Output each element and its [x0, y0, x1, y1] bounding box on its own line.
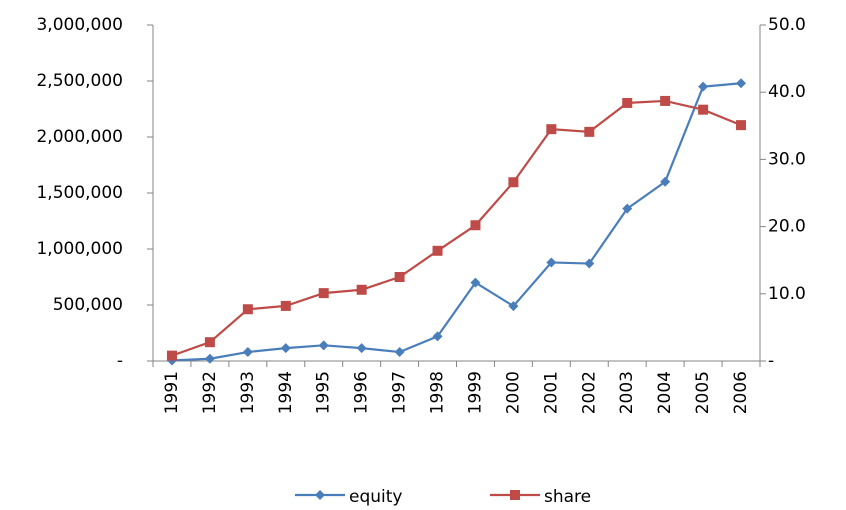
- point: [242, 304, 253, 315]
- y-tick-label: 3,000,000: [36, 15, 123, 35]
- point: [432, 331, 443, 342]
- point: [660, 95, 671, 106]
- x-tick-label: 2000: [503, 371, 523, 414]
- y2-tick-label: 50.0: [768, 15, 806, 35]
- y-tick-label: 1,500,000: [36, 183, 123, 203]
- point: [394, 272, 405, 282]
- point: [546, 124, 557, 135]
- point: [280, 343, 291, 354]
- point: [584, 126, 595, 137]
- x-tick-label: 1993: [238, 371, 258, 414]
- x-tick-label: 1994: [276, 371, 296, 414]
- point: [204, 337, 215, 348]
- point: [356, 284, 367, 295]
- series-line: [171, 82, 742, 362]
- y2-tick-label: 20.0: [768, 217, 806, 237]
- y-tick-label: 2,500,000: [36, 71, 123, 91]
- point: [432, 245, 443, 256]
- point: [318, 340, 329, 351]
- point: [660, 176, 671, 187]
- series-line: [171, 99, 742, 357]
- y2-tick-label: -: [768, 351, 774, 371]
- x-tick-label: 1991: [162, 371, 182, 414]
- point: [242, 347, 253, 358]
- x-tick-label: 1999: [465, 371, 485, 414]
- y2-tick-label: 10.0: [768, 284, 806, 304]
- legend-label: share: [544, 487, 591, 507]
- point: [622, 97, 633, 108]
- point: [622, 203, 633, 214]
- legend: equity share: [295, 487, 591, 507]
- x-tick-label: 2002: [579, 371, 599, 414]
- x-tick-label: 2004: [655, 371, 675, 414]
- x-tick-label: 1992: [200, 371, 220, 414]
- point: [394, 347, 405, 358]
- point: [698, 104, 709, 115]
- point: [470, 220, 481, 231]
- point: [508, 177, 519, 188]
- point: [508, 301, 519, 312]
- point: [546, 257, 557, 268]
- point: [356, 343, 367, 354]
- x-tick-label: 2003: [617, 371, 637, 414]
- x-tick-label: 1998: [428, 371, 448, 414]
- x-tick-label: 2006: [731, 371, 751, 414]
- point: [204, 353, 215, 364]
- point: [318, 288, 329, 299]
- y2-tick-label: 30.0: [768, 149, 806, 169]
- point: [736, 120, 747, 131]
- y-tick-label: 1,000,000: [36, 239, 123, 259]
- y-tick-label: 2,000,000: [36, 127, 123, 147]
- y2-tick-label: 40.0: [768, 82, 806, 102]
- y-tick-label: -: [117, 351, 123, 371]
- point: [698, 81, 709, 92]
- legend-label: equity: [349, 487, 402, 507]
- x-tick-label: 1995: [314, 371, 334, 414]
- y-tick-label: 500,000: [53, 295, 123, 315]
- point: [736, 78, 747, 89]
- legend-marker: [510, 490, 520, 500]
- x-tick-label: 1996: [352, 371, 372, 414]
- point: [280, 300, 291, 311]
- x-tick-label: 1997: [390, 371, 410, 414]
- x-tick-label: 2005: [693, 371, 713, 414]
- x-tick-label: 2001: [541, 371, 561, 414]
- point: [584, 258, 595, 269]
- point: [166, 350, 177, 361]
- point: [470, 277, 481, 288]
- legend-marker: [315, 490, 325, 500]
